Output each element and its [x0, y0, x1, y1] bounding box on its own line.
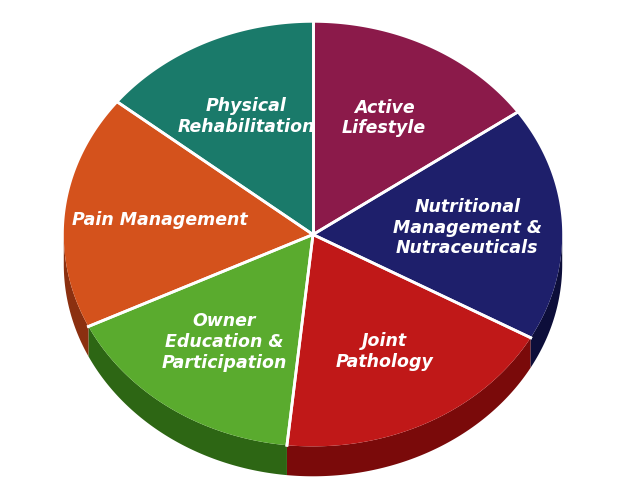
Polygon shape [118, 23, 313, 235]
Text: Physical
Rehabilitation: Physical Rehabilitation [177, 97, 315, 136]
Text: Joint
Pathology: Joint Pathology [336, 332, 433, 371]
Polygon shape [88, 235, 313, 445]
Polygon shape [287, 338, 531, 476]
Polygon shape [64, 102, 313, 326]
Polygon shape [88, 326, 287, 475]
Text: Pain Management: Pain Management [71, 211, 247, 229]
Polygon shape [313, 113, 562, 338]
Text: Active
Lifestyle: Active Lifestyle [342, 99, 426, 137]
Polygon shape [287, 235, 531, 447]
Polygon shape [531, 235, 562, 368]
Polygon shape [64, 235, 88, 356]
Polygon shape [313, 23, 517, 235]
Text: Nutritional
Management &
Nutraceuticals: Nutritional Management & Nutraceuticals [393, 198, 541, 257]
Text: Owner
Education &
Participation: Owner Education & Participation [162, 312, 287, 372]
